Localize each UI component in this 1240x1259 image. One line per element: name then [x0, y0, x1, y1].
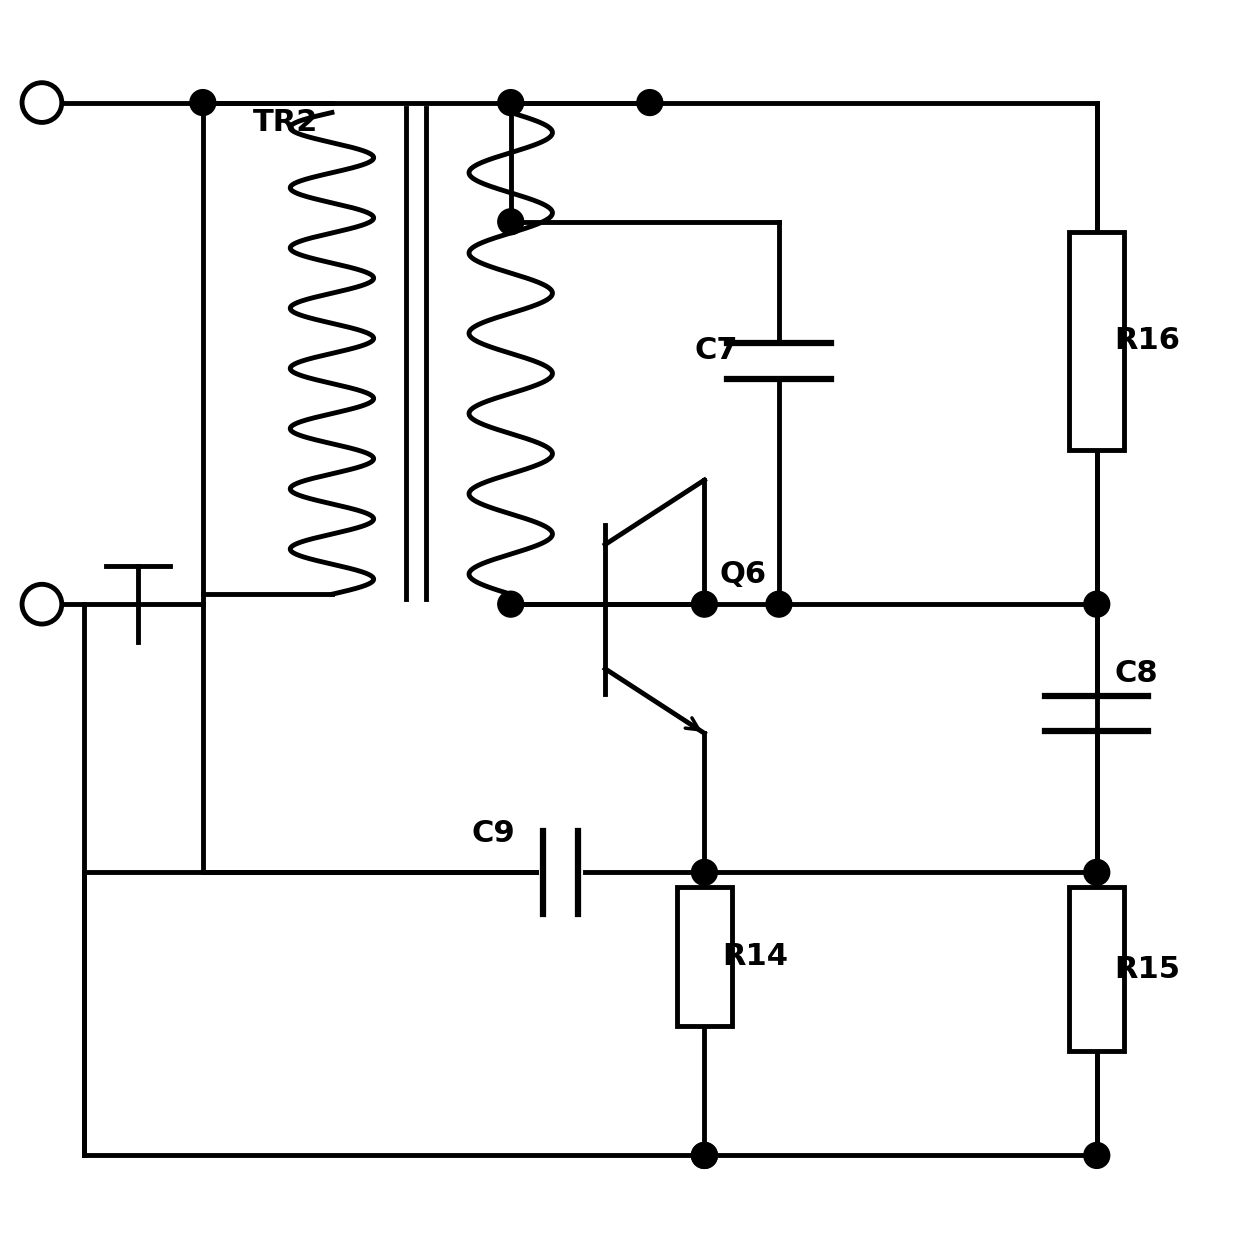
Circle shape	[22, 584, 62, 624]
Text: R15: R15	[1115, 954, 1180, 983]
Text: C7: C7	[694, 336, 738, 365]
Circle shape	[692, 1142, 718, 1168]
Text: C8: C8	[1115, 660, 1158, 689]
Circle shape	[692, 1142, 718, 1168]
Circle shape	[692, 860, 718, 885]
Bar	[1069, 888, 1125, 1051]
Circle shape	[637, 89, 662, 116]
Circle shape	[497, 89, 523, 116]
Text: R16: R16	[1115, 326, 1180, 355]
Circle shape	[497, 592, 523, 617]
Circle shape	[1084, 1142, 1110, 1168]
Text: C9: C9	[471, 818, 515, 847]
Circle shape	[190, 89, 216, 116]
Circle shape	[692, 592, 718, 617]
Circle shape	[1084, 592, 1110, 617]
Bar	[677, 888, 732, 1026]
Text: TR2: TR2	[253, 108, 317, 137]
Circle shape	[766, 592, 792, 617]
Text: Q6: Q6	[719, 560, 766, 589]
Text: R14: R14	[723, 942, 789, 971]
Bar	[1069, 232, 1125, 451]
Circle shape	[22, 83, 62, 122]
Circle shape	[497, 209, 523, 234]
Circle shape	[1084, 860, 1110, 885]
